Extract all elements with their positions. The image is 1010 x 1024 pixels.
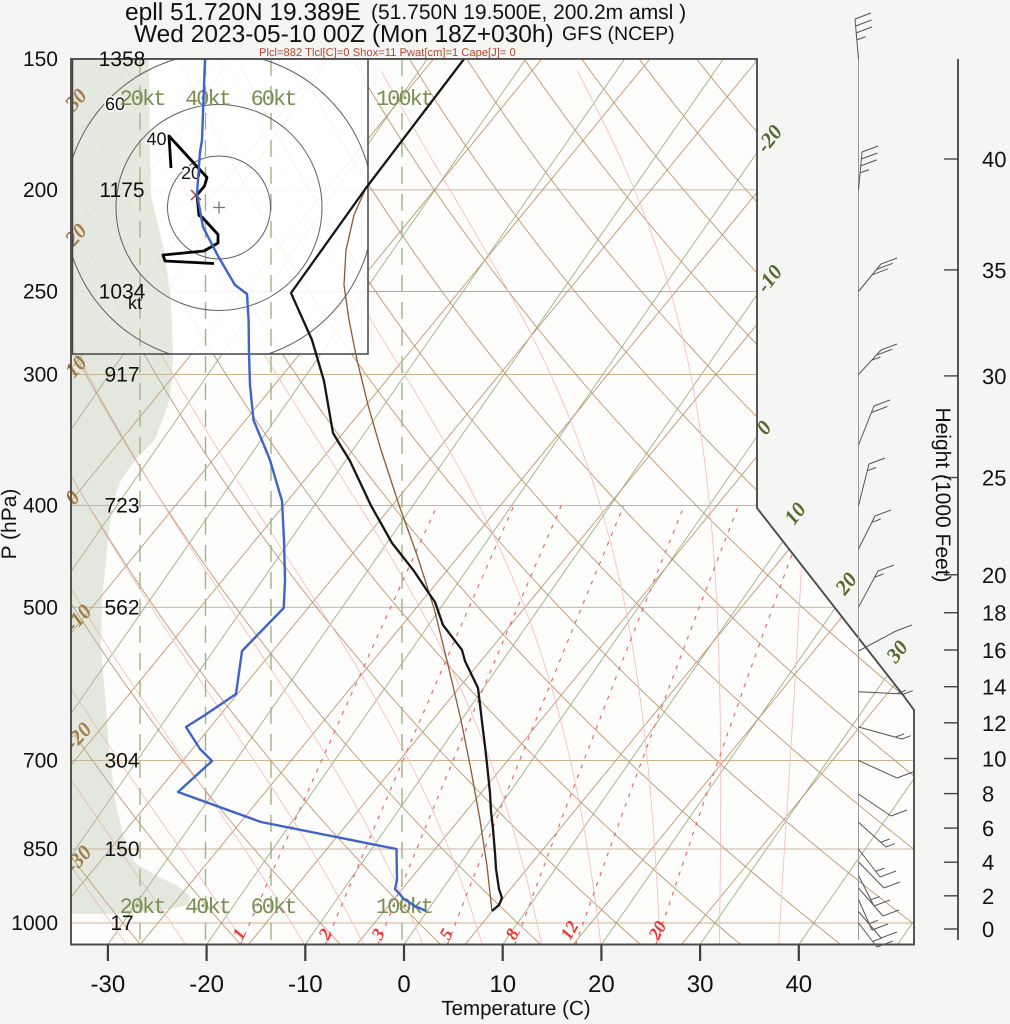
svg-text:850: 850 xyxy=(23,838,58,861)
svg-text:60kt: 60kt xyxy=(251,87,296,112)
svg-text:40kt: 40kt xyxy=(185,895,230,920)
svg-text:Plcl=882 Tlcl[C]=0 Shox=11 Pwa: Plcl=882 Tlcl[C]=0 Shox=11 Pwat[cm]=1 Ca… xyxy=(259,47,516,59)
svg-text:40: 40 xyxy=(147,129,167,149)
svg-text:917: 917 xyxy=(104,364,139,387)
svg-text:150: 150 xyxy=(23,48,58,71)
svg-text:1000: 1000 xyxy=(11,912,58,935)
svg-text:17: 17 xyxy=(110,912,133,935)
svg-text:4: 4 xyxy=(982,850,994,875)
svg-text:304: 304 xyxy=(104,750,139,773)
svg-text:kt: kt xyxy=(128,293,142,313)
svg-text:40: 40 xyxy=(982,147,1006,172)
svg-text:12: 12 xyxy=(982,711,1006,736)
svg-text:250: 250 xyxy=(23,281,58,304)
svg-text:GFS (NCEP): GFS (NCEP) xyxy=(562,23,675,45)
svg-text:P (hPa): P (hPa) xyxy=(0,489,21,560)
svg-text:0: 0 xyxy=(397,971,410,998)
svg-text:18: 18 xyxy=(982,601,1006,626)
svg-text:20kt: 20kt xyxy=(120,895,165,920)
svg-text:150: 150 xyxy=(104,838,139,861)
svg-text:30: 30 xyxy=(982,364,1006,389)
svg-text:14: 14 xyxy=(982,675,1006,700)
svg-text:Temperature (C): Temperature (C) xyxy=(441,997,590,1020)
svg-text:200: 200 xyxy=(23,179,58,202)
svg-text:-10: -10 xyxy=(288,971,323,998)
svg-text:60kt: 60kt xyxy=(251,895,296,920)
svg-text:0: 0 xyxy=(982,917,994,942)
svg-text:epll 51.720N 19.389E: epll 51.720N 19.389E xyxy=(125,0,361,26)
svg-text:10: 10 xyxy=(489,971,516,998)
svg-text:20kt: 20kt xyxy=(120,87,165,112)
svg-text:562: 562 xyxy=(104,596,139,619)
svg-text:400: 400 xyxy=(23,495,58,518)
svg-text:Wed 2023-05-10 00Z (Mon 18Z+03: Wed 2023-05-10 00Z (Mon 18Z+030h) xyxy=(134,21,554,48)
svg-text:20: 20 xyxy=(982,563,1006,588)
svg-text:1358: 1358 xyxy=(99,48,146,71)
svg-text:35: 35 xyxy=(982,258,1006,283)
svg-text:8: 8 xyxy=(982,782,994,807)
svg-text:1175: 1175 xyxy=(99,179,144,202)
svg-text:(51.750N 19.500E, 200.2m amsl: (51.750N 19.500E, 200.2m amsl ) xyxy=(371,1,686,24)
svg-text:1034: 1034 xyxy=(99,281,146,304)
svg-text:40: 40 xyxy=(785,971,812,998)
svg-text:40kt: 40kt xyxy=(185,87,230,112)
svg-text:700: 700 xyxy=(23,750,58,773)
svg-text:723: 723 xyxy=(104,495,139,518)
svg-text:100kt: 100kt xyxy=(376,87,432,112)
svg-text:-20: -20 xyxy=(189,971,224,998)
svg-text:6: 6 xyxy=(982,816,994,841)
svg-text:300: 300 xyxy=(23,364,58,387)
svg-text:-30: -30 xyxy=(91,971,126,998)
svg-text:500: 500 xyxy=(23,596,58,619)
svg-text:30: 30 xyxy=(687,971,714,998)
svg-text:Height (1000 Feet): Height (1000 Feet) xyxy=(931,407,954,582)
svg-text:2: 2 xyxy=(982,884,994,909)
svg-text:10: 10 xyxy=(982,747,1006,772)
svg-text:25: 25 xyxy=(982,466,1006,491)
svg-text:20: 20 xyxy=(588,971,615,998)
svg-text:16: 16 xyxy=(982,638,1006,663)
svg-text:60: 60 xyxy=(105,94,125,114)
